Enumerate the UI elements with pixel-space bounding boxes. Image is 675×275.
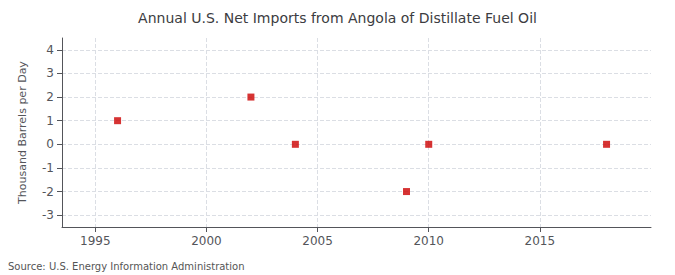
svg-text:Thousand Barrels per Day: Thousand Barrels per Day xyxy=(16,61,29,205)
svg-text:-2: -2 xyxy=(42,185,54,199)
svg-text:2010: 2010 xyxy=(413,234,444,248)
svg-text:Source: U.S. Energy Informatio: Source: U.S. Energy Information Administ… xyxy=(8,261,245,272)
svg-text:4: 4 xyxy=(46,43,54,57)
svg-text:-3: -3 xyxy=(42,208,54,222)
svg-text:3: 3 xyxy=(46,66,54,80)
svg-text:2000: 2000 xyxy=(191,234,222,248)
svg-text:0: 0 xyxy=(46,137,54,151)
svg-text:2: 2 xyxy=(46,90,54,104)
svg-text:1: 1 xyxy=(46,114,54,128)
svg-text:2005: 2005 xyxy=(302,234,333,248)
svg-text:Annual U.S. Net Imports from A: Annual U.S. Net Imports from Angola of D… xyxy=(138,10,537,26)
svg-text:2015: 2015 xyxy=(525,234,556,248)
svg-text:1995: 1995 xyxy=(80,234,111,248)
svg-text:-1: -1 xyxy=(42,161,54,175)
